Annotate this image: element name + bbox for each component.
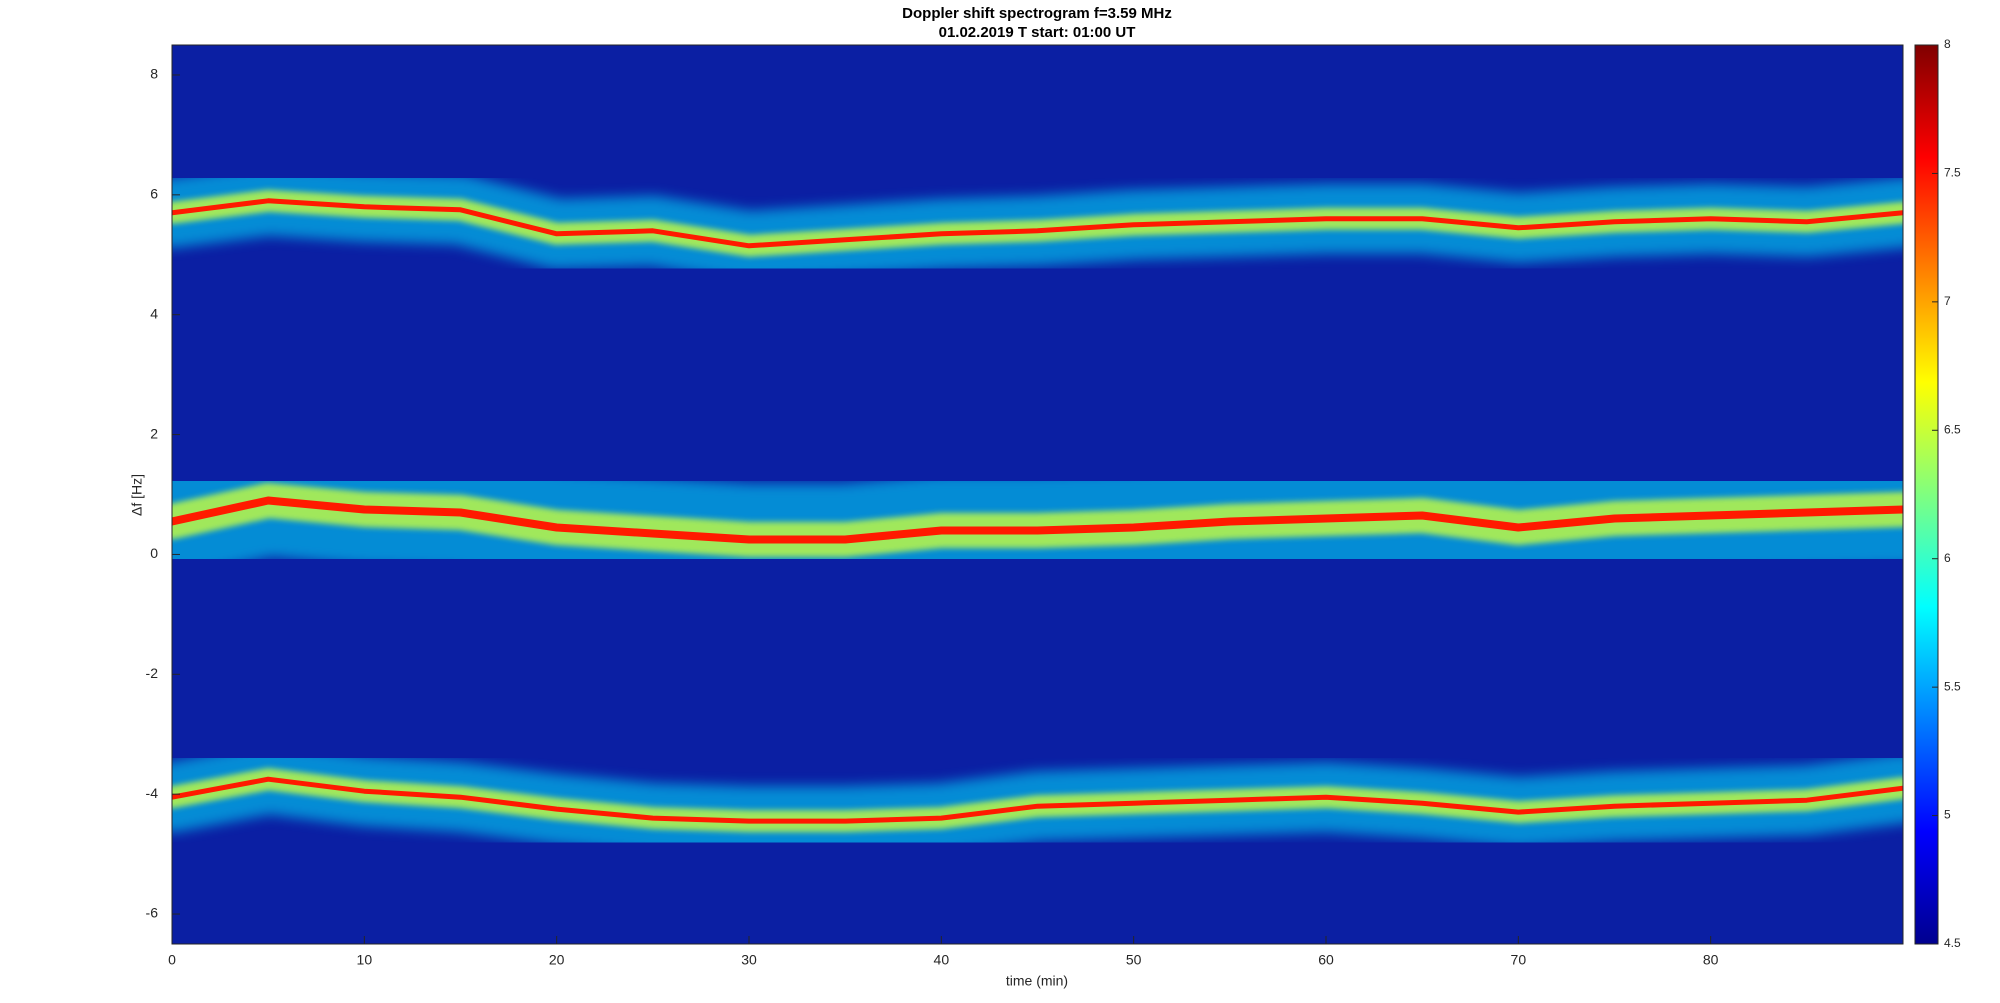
x-tick-label: 20	[549, 952, 565, 968]
colorbar-tick-label: 4.5	[1944, 936, 1961, 950]
y-axis-label: Δf [Hz]	[129, 474, 145, 516]
colorbar-tick-label: 6.5	[1944, 422, 1961, 436]
plot-frame	[171, 44, 1904, 945]
x-tick-label: 40	[934, 952, 950, 968]
x-tick-label: 50	[1126, 952, 1142, 968]
colorbar-tick-label: 7	[1944, 294, 1951, 308]
colorbar-tick-label: 7.5	[1944, 166, 1961, 180]
x-axis-label: time (min)	[1006, 973, 1068, 989]
colorbar-tick-label: 6	[1944, 551, 1951, 565]
x-tick-label: 10	[357, 952, 373, 968]
y-tick-label: -4	[146, 785, 159, 801]
x-tick-label: 60	[1318, 952, 1334, 968]
band-ridge	[172, 496, 1903, 544]
colorbar	[1914, 44, 1939, 945]
y-tick-label: 8	[150, 66, 158, 82]
x-tick-label: 0	[168, 952, 176, 968]
plot-area	[172, 45, 1903, 944]
band-ridge	[172, 198, 1903, 249]
colorbar-tick-label: 5	[1944, 808, 1951, 822]
y-tick-label: 0	[150, 545, 158, 561]
x-tick-label: 30	[741, 952, 757, 968]
y-tick-label: -2	[146, 665, 159, 681]
y-tick-label: 6	[150, 186, 158, 202]
band-ridge	[172, 776, 1903, 824]
colorbar-tick-label: 8	[1944, 37, 1951, 51]
y-tick-label: 2	[150, 425, 158, 441]
x-tick-label: 80	[1703, 952, 1719, 968]
colorbar-tick-label: 5.5	[1944, 679, 1961, 693]
y-tick-label: -6	[146, 905, 159, 921]
chart-title: Doppler shift spectrogram f=3.59 MHz	[902, 5, 1172, 22]
x-tick-label: 70	[1511, 952, 1527, 968]
y-tick-label: 4	[150, 305, 158, 321]
chart-subtitle: 01.02.2019 T start: 01:00 UT	[939, 24, 1136, 41]
